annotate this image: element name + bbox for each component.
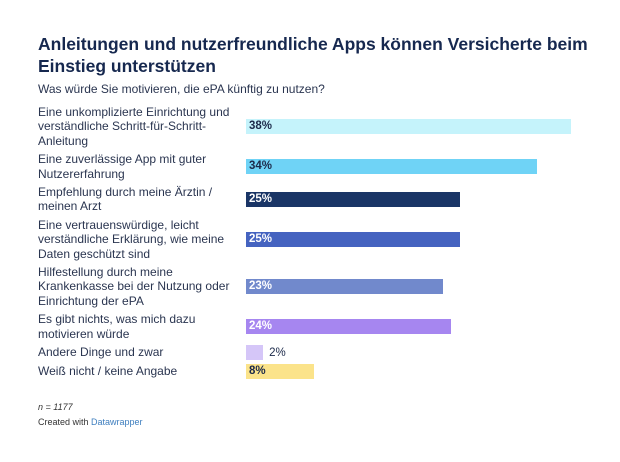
category-label: Eine zuverlässige App mit guter Nutzerer…: [38, 152, 207, 181]
value-label: 25%: [249, 232, 273, 245]
bar-track: 34%: [246, 159, 598, 175]
category-label: Eine vertrauenswürdige, leicht verständl…: [38, 217, 225, 261]
value-label: 23%: [249, 280, 273, 293]
bar: 25%: [246, 231, 460, 247]
value-label: 34%: [249, 160, 273, 173]
chart-title: Anleitungen und nutzerfreundliche Apps k…: [38, 34, 588, 76]
bar-track: 38%: [246, 119, 598, 135]
bar-chart: Eine unkomplizierte Einrichtung und vers…: [38, 105, 598, 380]
credit-prefix: Created with: [38, 417, 92, 427]
bar: 23%: [246, 279, 443, 295]
category-label: Weiß nicht / keine Angabe: [38, 364, 178, 379]
value-label: 38%: [249, 120, 273, 133]
chart-subtitle: Was würde Sie motivieren, die ePA künfti…: [38, 82, 325, 96]
bar: 8%: [246, 364, 315, 380]
datawrapper-link[interactable]: Datawrapper: [91, 417, 143, 427]
bar-row: Andere Dinge und zwar 2%: [38, 345, 598, 361]
category-label: Empfehlung durch meine Ärztin / meinen A…: [38, 185, 213, 214]
bar-row: Eine zuverlässige App mit guter Nutzerer…: [38, 152, 598, 181]
bar: 24%: [246, 319, 452, 335]
bar-track: 24%: [246, 319, 598, 335]
bar: 34%: [246, 159, 537, 175]
value-label: 25%: [249, 192, 273, 205]
bar-track: 25%: [246, 231, 598, 247]
bar-row: Eine vertrauenswürdige, leicht verständl…: [38, 218, 598, 261]
bar: [246, 345, 264, 361]
bar: 25%: [246, 191, 460, 207]
bar-track: 8%: [246, 364, 598, 380]
category-label: Eine unkomplizierte Einrichtung und vers…: [38, 105, 230, 148]
credit: Created with Datawrapper: [38, 417, 143, 427]
bar-row: Empfehlung durch meine Ärztin / meinen A…: [38, 185, 598, 214]
sample-size-note: n = 1177: [38, 402, 73, 412]
bar-row: Es gibt nichts, was mich dazu motivieren…: [38, 312, 598, 341]
category-label: Es gibt nichts, was mich dazu motivieren…: [38, 312, 196, 341]
bar-row: Hilfestellung durch meine Krankenkasse b…: [38, 265, 598, 308]
value-label: 24%: [249, 320, 273, 333]
bar-row: Weiß nicht / keine Angabe 8%: [38, 364, 598, 380]
bar-track: 23%: [246, 279, 598, 295]
category-label: Hilfestellung durch meine Krankenkasse b…: [38, 265, 230, 308]
bar-track: 2%: [246, 345, 598, 361]
value-label: 2%: [269, 346, 286, 359]
bar-track: 25%: [246, 191, 598, 207]
bar: 38%: [246, 119, 571, 135]
value-label: 8%: [249, 365, 266, 378]
bar-row: Eine unkomplizierte Einrichtung und vers…: [38, 105, 598, 148]
category-label: Andere Dinge und zwar: [38, 345, 164, 360]
